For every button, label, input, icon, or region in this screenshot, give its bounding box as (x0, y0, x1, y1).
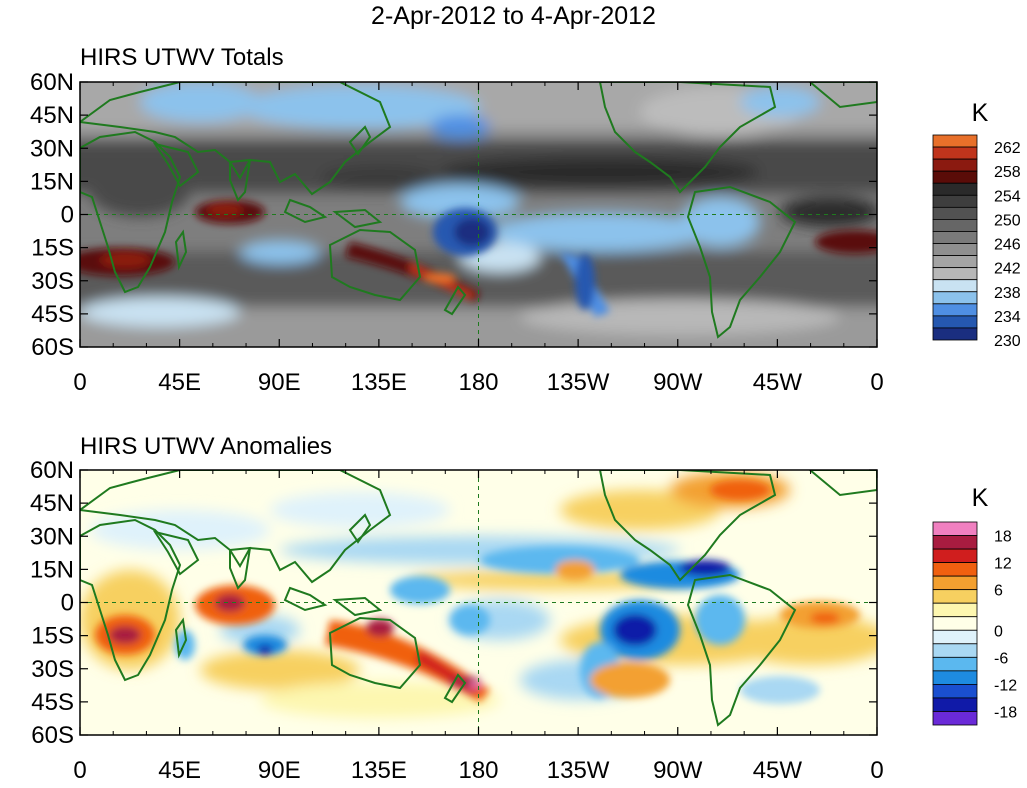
totals-colorbar-box (932, 243, 978, 256)
anomalies-y-tick-label: 45S (31, 689, 74, 716)
anomalies-x-tick-label: 45E (158, 757, 201, 784)
totals-map (80, 82, 877, 347)
anomalies-x-tick-label: 45W (753, 757, 803, 784)
totals-x-tick-label: 0 (870, 369, 883, 396)
anomalies-colorbar-box (932, 602, 978, 618)
totals-y-tick-label: 45S (31, 301, 74, 328)
anomalies-colorbar-box (932, 562, 978, 577)
anomalies-x-tick-label: 0 (870, 757, 883, 784)
anomalies-map (80, 470, 877, 735)
totals-colorbar-box (932, 146, 978, 160)
anomalies-y-tick-label: 30N (30, 523, 74, 550)
totals-colorbar-label: 234 (994, 309, 1021, 326)
totals-colorbar-box (932, 158, 978, 172)
totals-x-tick-label: 45W (753, 369, 803, 396)
totals-y-tick-label: 15N (30, 168, 74, 195)
anomalies-x-tick-label: 135E (351, 757, 407, 784)
totals-x-tick-label: 0 (73, 369, 86, 396)
anomalies-y-tick-label: 30S (31, 656, 74, 683)
anomalies-y-tick-label: 15N (30, 556, 74, 583)
totals-y-tick-label: 60S (31, 334, 74, 361)
totals-colorbar-box (932, 219, 978, 232)
totals-colorbar-label: 246 (994, 237, 1021, 254)
totals-x-tick-label: 90W (653, 369, 703, 396)
totals-x-tick-label: 135W (547, 369, 610, 396)
totals-x-tick-label: 135E (351, 369, 407, 396)
totals-colorbar-box (932, 279, 978, 293)
anomalies-y-tick-label: 45N (30, 490, 74, 517)
totals-colorbar-box (932, 327, 978, 341)
anomalies-colorbar-label: -12 (994, 677, 1017, 694)
totals-colorbar-box (932, 206, 978, 220)
anomalies-colorbar-box (932, 616, 978, 631)
anomalies-colorbar-box (932, 670, 978, 685)
totals-y-tick-label: 45N (30, 102, 74, 129)
anomalies-colorbar-box (932, 548, 978, 563)
totals-colorbar-box (932, 255, 978, 269)
totals-x-tick-label: 180 (458, 369, 498, 396)
totals-y-tick-label: 30S (31, 268, 74, 295)
anomalies-x-tick-label: 90W (653, 757, 703, 784)
totals-colorbar-unit: K (972, 99, 989, 127)
totals-y-tick-label: 60N (30, 69, 74, 96)
panel-title-totals: HIRS UTWV Totals (80, 44, 284, 71)
anomalies-colorbar-label: -18 (994, 704, 1017, 721)
totals-colorbar-box (932, 182, 978, 196)
totals-colorbar-box (932, 231, 978, 244)
anomalies-colorbar-label: 18 (994, 529, 1012, 546)
anomalies-colorbar-label: 12 (994, 556, 1012, 573)
totals-x-tick-label: 45E (158, 369, 201, 396)
totals-x-tick-label: 90E (258, 369, 301, 396)
totals-colorbar-label: 238 (994, 285, 1021, 302)
anomalies-y-tick-label: 60N (30, 457, 74, 484)
anomalies-colorbar-box (932, 711, 978, 726)
totals-y-tick-label: 0 (61, 202, 74, 229)
anomalies-y-tick-label: 15S (31, 623, 74, 650)
totals-colorbar-label: 230 (994, 333, 1021, 350)
anomalies-colorbar-box (932, 575, 978, 591)
totals-colorbar-label: 250 (994, 212, 1021, 229)
anomalies-x-tick-label: 180 (458, 757, 498, 784)
totals-colorbar-box (932, 291, 978, 305)
totals-colorbar-box (932, 194, 978, 208)
anomalies-colorbar-box (932, 521, 978, 536)
totals-colorbar-label: 258 (994, 164, 1021, 181)
totals-colorbar-label: 242 (994, 261, 1021, 278)
anomalies-colorbar-box (932, 535, 978, 550)
totals-colorbar-box (932, 267, 978, 281)
panel-title-anomalies: HIRS UTWV Anomalies (80, 433, 333, 460)
anomalies-y-tick-label: 60S (31, 722, 74, 749)
anomalies-colorbar-label: 0 (994, 623, 1003, 640)
anomalies-colorbar-box (932, 697, 978, 712)
anomalies-colorbar-box (932, 589, 978, 604)
anomalies-x-tick-label: 90E (258, 757, 301, 784)
totals-y-tick-label: 15S (31, 235, 74, 262)
totals-axes: 0 45E 90E 135E 180 135W 90W 45W 0 60N 45N 30N 15N 0 15… (30, 69, 884, 396)
anomalies-colorbar-box (932, 684, 978, 699)
totals-colorbar-box (932, 134, 978, 148)
main-title: 2-Apr-2012 to 4-Apr-2012 (371, 2, 656, 30)
anomalies-colorbar-unit: K (972, 484, 989, 512)
anomalies-colorbar: 18 12 6 0 -6 -12 -18 (932, 521, 1017, 726)
totals-y-tick-label: 30N (30, 135, 74, 162)
anomalies-axes: 0 45E 90E 135E 180 135W 90W 45W 0 60N 45N 30N 15N 0 15… (30, 457, 884, 784)
anomalies-colorbar-label: -6 (994, 650, 1008, 667)
anomalies-colorbar-box (932, 643, 978, 658)
totals-colorbar-box (932, 315, 978, 329)
anomalies-colorbar-label: 6 (994, 583, 1003, 600)
anomalies-colorbar-box (932, 656, 978, 672)
anomalies-x-tick-label: 0 (73, 757, 86, 784)
anomalies-colorbar-box (932, 629, 978, 645)
totals-colorbar-label: 254 (994, 188, 1021, 205)
anomalies-x-tick-label: 135W (547, 757, 610, 784)
totals-colorbar-label: 262 (994, 140, 1021, 157)
totals-colorbar: 262 258 254 250 246 242 238 234 230 (932, 134, 1021, 350)
totals-colorbar-box (932, 303, 978, 317)
totals-colorbar-box (932, 170, 978, 184)
anomalies-y-tick-label: 0 (61, 590, 74, 617)
